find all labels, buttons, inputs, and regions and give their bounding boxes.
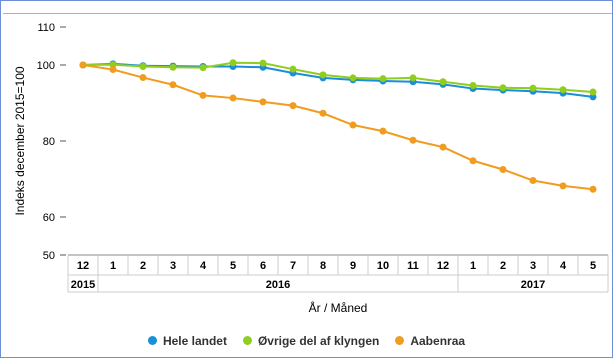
x-tick-label-month: 3 (170, 260, 176, 272)
series-line-2 (82, 64, 594, 191)
y-tick-label: 50 (43, 250, 55, 262)
data-point-series-2[interactable] (79, 61, 87, 69)
data-point-series-2[interactable] (169, 81, 177, 89)
data-point-series-2[interactable] (559, 182, 567, 190)
legend-label: Aabenraa (410, 334, 466, 348)
x-tick-label-month: 1 (110, 260, 116, 272)
data-point-series-2[interactable] (199, 91, 207, 99)
y-tick-label: 80 (43, 136, 55, 148)
data-point-series-2[interactable] (349, 121, 357, 129)
legend-dot-icon (395, 336, 405, 345)
data-point-series-2[interactable] (289, 102, 297, 110)
x-tick-label-month: 6 (260, 260, 266, 272)
x-tick-label-year: 2015 (71, 279, 95, 291)
data-point-series-2[interactable] (409, 136, 417, 144)
data-point-series-1[interactable] (319, 71, 327, 79)
legend-item-0[interactable]: Hele landet (147, 334, 227, 348)
series-line-0 (82, 62, 594, 98)
x-tick-label-month: 11 (407, 260, 419, 272)
data-point-series-2[interactable] (529, 177, 537, 185)
data-point-series-2[interactable] (379, 127, 387, 135)
x-tick-label-month: 9 (350, 260, 356, 272)
data-point-series-1[interactable] (169, 63, 177, 71)
data-point-series-1[interactable] (349, 74, 357, 82)
data-point-series-1[interactable] (199, 64, 207, 72)
legend: Hele landet Øvrige del af klyngen Aabenraa (0, 334, 613, 348)
legend-item-2[interactable]: Aabenraa (395, 334, 465, 348)
data-point-series-2[interactable] (589, 185, 597, 193)
data-point-series-1[interactable] (529, 84, 537, 92)
data-point-series-1[interactable] (379, 75, 387, 83)
x-axis-title: År / Måned (309, 300, 368, 315)
x-tick-label-month: 12 (77, 260, 89, 272)
data-point-series-2[interactable] (499, 166, 507, 173)
data-point-series-2[interactable] (439, 143, 447, 151)
data-point-series-1[interactable] (409, 74, 417, 82)
x-tick-label-month: 4 (560, 260, 567, 272)
data-point-series-2[interactable] (229, 94, 237, 102)
x-tick-label-year: 2016 (266, 279, 290, 291)
x-tick-label-month: 10 (377, 260, 389, 272)
data-point-series-1[interactable] (229, 59, 237, 67)
x-tick-label-month: 2 (500, 260, 506, 272)
x-tick-label-year: 2017 (521, 279, 545, 291)
x-tick-label-month: 2 (140, 260, 146, 272)
y-tick-label: 110 (37, 22, 55, 34)
x-tick-label-month: 3 (530, 260, 536, 272)
data-point-series-1[interactable] (589, 88, 597, 96)
x-tick-label-month: 7 (290, 260, 296, 272)
series-line-1 (82, 61, 594, 93)
legend-dot-icon (147, 336, 157, 345)
data-point-series-1[interactable] (469, 82, 477, 90)
x-tick-label-month: 5 (590, 260, 596, 272)
data-point-series-1[interactable] (559, 86, 567, 94)
data-point-series-0[interactable] (589, 93, 597, 101)
data-point-series-2[interactable] (319, 109, 327, 117)
data-point-series-1[interactable] (289, 65, 297, 73)
y-axis-title: Indeks december 2015=100 (13, 66, 27, 215)
legend-item-1[interactable]: Øvrige del af klyngen (242, 334, 380, 348)
data-point-series-2[interactable] (139, 74, 147, 82)
legend-label: Hele landet (162, 334, 227, 348)
y-tick-label: 100 (37, 60, 55, 72)
x-tick-label-month: 5 (230, 260, 236, 272)
data-point-series-1[interactable] (499, 84, 507, 92)
data-point-series-1[interactable] (139, 63, 147, 71)
x-tick-label-month: 12 (437, 260, 449, 272)
data-point-series-1[interactable] (259, 59, 267, 67)
legend-dot-icon (242, 336, 252, 345)
y-tick-label: 60 (43, 212, 55, 224)
x-tick-label-month: 4 (200, 260, 207, 272)
top-divider (3, 13, 612, 14)
data-point-series-2[interactable] (469, 157, 477, 165)
data-point-series-1[interactable] (439, 78, 447, 86)
legend-label: Øvrige del af klyngen (257, 334, 380, 348)
data-point-series-1[interactable] (109, 61, 117, 69)
data-point-series-2[interactable] (259, 98, 267, 106)
x-tick-label-month: 8 (320, 260, 326, 272)
x-tick-label-month: 1 (470, 260, 476, 272)
data-point-series-2[interactable] (109, 66, 117, 74)
